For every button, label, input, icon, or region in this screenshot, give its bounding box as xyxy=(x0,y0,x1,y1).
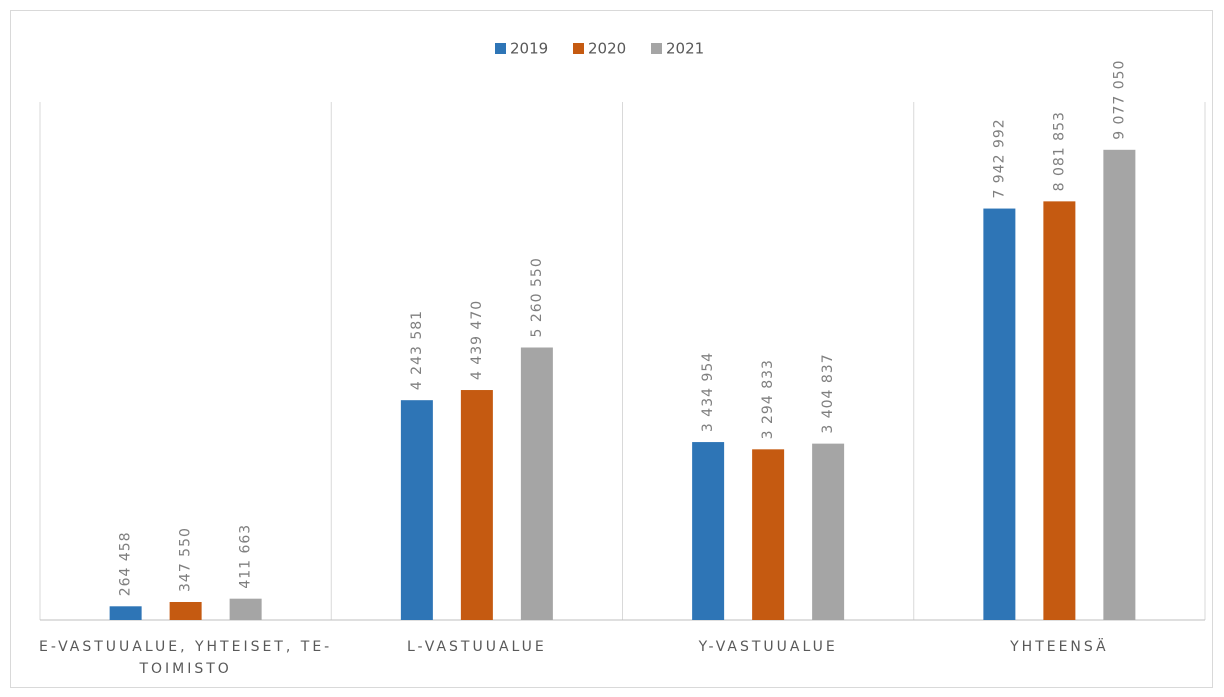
bar xyxy=(400,400,433,620)
bar xyxy=(1043,201,1076,620)
legend-swatch xyxy=(651,43,662,54)
data-label: 5 260 550 xyxy=(529,257,545,337)
data-label: 4 439 470 xyxy=(469,300,485,380)
bar xyxy=(460,390,493,620)
bar xyxy=(1103,149,1136,620)
legend-swatch xyxy=(573,43,584,54)
x-tick-label: Y-VASTUUALUE xyxy=(698,639,838,655)
x-tick-label: L-VASTUUALUE xyxy=(407,639,547,655)
legend-label: 2020 xyxy=(588,40,626,58)
data-label: 7 942 992 xyxy=(991,118,1007,198)
bar xyxy=(983,208,1016,620)
bar xyxy=(752,449,785,620)
bar xyxy=(229,598,262,620)
legend-label: 2019 xyxy=(510,40,548,58)
data-label: 411 663 xyxy=(238,524,254,589)
data-label: 8 081 853 xyxy=(1051,111,1067,191)
legend-label: 2021 xyxy=(666,40,704,58)
data-label: 264 458 xyxy=(118,531,134,596)
x-tick-label: E-VASTUUALUE, YHTEISET, TE-TOIMISTO xyxy=(39,639,333,677)
bar xyxy=(109,606,142,620)
x-tick-label: YHTEENSÄ xyxy=(1010,639,1109,655)
legend-swatch xyxy=(495,43,506,54)
data-label: 9 077 050 xyxy=(1111,60,1127,140)
bar xyxy=(812,443,845,620)
data-label: 347 550 xyxy=(178,527,194,592)
bar xyxy=(169,601,202,620)
data-label: 3 404 837 xyxy=(820,353,836,433)
bar xyxy=(520,347,553,620)
data-label: 4 243 581 xyxy=(409,310,425,390)
data-label: 3 434 954 xyxy=(700,352,716,432)
data-label: 3 294 833 xyxy=(760,359,776,439)
bar xyxy=(692,442,725,620)
